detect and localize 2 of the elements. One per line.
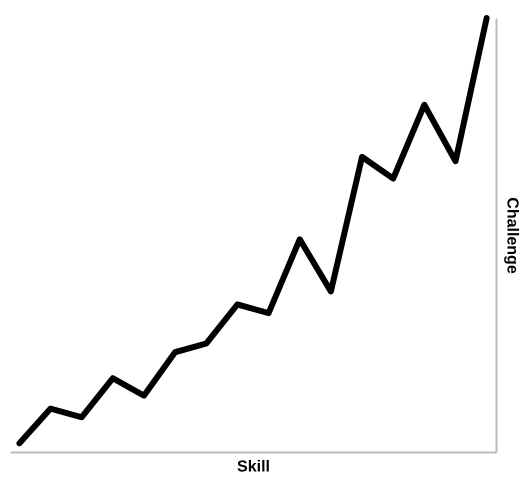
x-axis-title: Skill [237,458,270,476]
y-axis-title: Challenge [504,197,520,274]
